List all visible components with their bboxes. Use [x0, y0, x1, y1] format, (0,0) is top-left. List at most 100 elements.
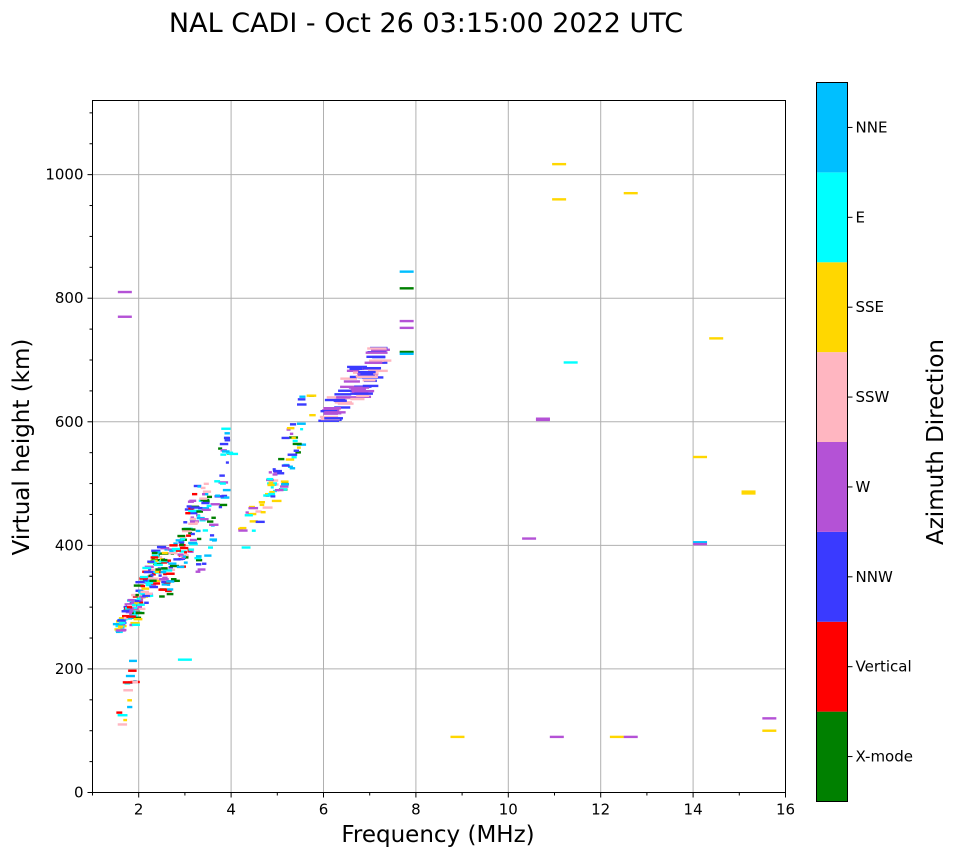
echo-mark — [130, 621, 140, 625]
echo-mark — [168, 551, 178, 555]
echo-mark — [350, 397, 365, 401]
echo-mark — [150, 568, 155, 572]
y-tick-label: 400 — [55, 536, 84, 554]
echo-mark — [136, 597, 141, 600]
echo-mark — [255, 520, 265, 524]
echo-mark — [150, 583, 157, 587]
echo-mark — [364, 361, 383, 364]
echo-mark — [289, 432, 294, 436]
echo-mark — [334, 393, 352, 396]
echo-mark — [179, 554, 189, 557]
echo-mark — [399, 352, 414, 356]
echo-mark — [358, 370, 376, 374]
y-tick-label: 800 — [55, 289, 84, 307]
echo-mark — [194, 521, 199, 524]
echo-mark — [399, 287, 414, 290]
echo-mark — [244, 514, 253, 517]
colorbar-label: Azimuth Direction — [923, 339, 949, 545]
echo-mark — [166, 592, 174, 596]
y-tick-label: 200 — [55, 660, 84, 678]
echo-mark — [179, 550, 187, 553]
echo-mark — [296, 422, 306, 425]
echo-mark — [187, 500, 194, 503]
echo-mark — [350, 388, 366, 391]
echo-mark — [139, 601, 144, 604]
y-tick-label: 0 — [74, 784, 84, 802]
echo-mark — [143, 579, 147, 582]
echo-mark — [362, 379, 376, 382]
colorbar-swatch — [816, 711, 848, 802]
echo-mark — [127, 705, 133, 709]
echo-mark — [164, 548, 168, 551]
echo-mark — [151, 551, 158, 555]
echo-mark — [134, 599, 141, 603]
echo-mark — [127, 598, 135, 602]
echo-mark — [151, 554, 160, 557]
echo-mark — [147, 560, 155, 563]
echo-mark — [219, 503, 228, 507]
echo-mark — [277, 472, 285, 475]
echo-mark — [133, 606, 138, 609]
echo-mark — [367, 369, 388, 373]
echo-mark — [268, 492, 276, 496]
colorbar-tick-label: NNW — [856, 568, 893, 586]
echo-mark — [202, 493, 206, 496]
echo-mark — [168, 562, 177, 565]
echo-mark — [195, 570, 201, 573]
echo-mark — [238, 529, 248, 532]
echo-mark — [159, 556, 163, 559]
x-tick-label: 2 — [134, 801, 144, 819]
x-axis-label: Frequency (MHz) — [341, 822, 534, 848]
echo-mark — [279, 488, 288, 491]
echo-mark — [156, 545, 167, 549]
echo-mark — [373, 359, 392, 362]
echo-mark — [287, 453, 298, 456]
echo-mark — [139, 592, 147, 596]
echo-mark — [255, 510, 262, 513]
echo-mark — [362, 384, 379, 388]
colorbar-tick-label: E — [856, 208, 865, 226]
echo-mark — [171, 579, 180, 583]
echo-mark — [166, 580, 175, 583]
echo-mark — [177, 534, 186, 538]
echo-mark — [133, 584, 144, 587]
echo-mark — [762, 729, 777, 732]
echo-mark — [349, 367, 365, 371]
colorbar-tick-label: SSW — [856, 388, 890, 406]
echo-mark — [295, 451, 301, 454]
echo-mark — [140, 584, 146, 588]
echo-mark — [325, 412, 342, 415]
echo-mark — [144, 592, 153, 595]
echo-mark — [117, 619, 126, 622]
echo-mark — [185, 556, 189, 559]
grid-lines — [92, 100, 786, 793]
echo-mark — [186, 534, 192, 537]
echo-mark — [224, 432, 230, 435]
echo-mark — [279, 485, 289, 488]
echo-mark — [181, 527, 192, 531]
echo-mark — [292, 439, 298, 443]
echo-mark — [343, 380, 360, 383]
echo-mark — [195, 555, 202, 558]
echo-mark — [123, 718, 128, 722]
echo-mark — [365, 351, 388, 354]
echo-mark — [693, 542, 708, 546]
echo-mark — [149, 579, 157, 582]
echo-mark — [195, 558, 203, 562]
echo-mark — [399, 270, 414, 273]
echo-mark — [201, 507, 210, 510]
echo-mark — [155, 570, 160, 573]
echo-mark — [319, 415, 339, 419]
echo-mark — [176, 565, 185, 569]
x-tick-label: 12 — [591, 801, 610, 819]
echo-mark — [143, 570, 154, 574]
echo-mark — [115, 629, 126, 632]
echo-mark — [137, 603, 145, 606]
echo-mark — [225, 461, 229, 464]
echo-mark — [117, 723, 128, 726]
y-axis: 0 200 400 600 800 1000 — [45, 112, 93, 802]
echo-mark — [188, 509, 196, 513]
echo-mark — [139, 598, 144, 601]
echo-mark — [258, 501, 266, 504]
echo-mark — [289, 467, 296, 470]
